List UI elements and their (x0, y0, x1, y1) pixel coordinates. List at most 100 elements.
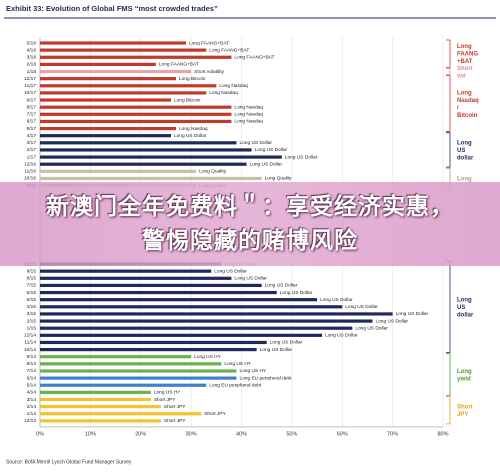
bar (40, 176, 262, 181)
bar (40, 376, 237, 380)
bar-label: Long US Dollar (250, 161, 283, 167)
bar (40, 340, 267, 345)
y-tick-label: 7/17 (27, 112, 37, 118)
bar (40, 419, 161, 423)
y-tick-label: 7/15 (27, 283, 37, 289)
bar (40, 41, 187, 45)
banner-text: 新澳门全年免费料＂：享受经济实惠，警惕隐藏的赌博风险 (46, 194, 454, 254)
y-tick-label: 9/17 (27, 97, 37, 103)
bar-label: Long US Dollar (270, 340, 303, 346)
bar-label: Long US HY (239, 368, 266, 374)
x-tick-label: 20% (135, 431, 146, 437)
bar (40, 276, 232, 280)
bar (40, 119, 232, 124)
bar-label: Short JPY (204, 411, 226, 417)
group-bracket (446, 39, 451, 68)
bar-label: Long US Dollar (396, 311, 429, 317)
bar-label: Long Nasdaq (234, 112, 263, 118)
bar-label: Long Nasdaq (234, 119, 263, 125)
group-bracket (446, 396, 451, 425)
bar (40, 369, 237, 373)
y-tick-label: 12/13 (24, 418, 36, 424)
y-tick-label: 12/14 (24, 333, 36, 339)
bar (40, 77, 177, 81)
y-tick-label: 4/18 (27, 47, 37, 53)
bar-label: Long Bitcoin (179, 76, 206, 82)
bar (40, 312, 393, 316)
bar (40, 412, 202, 416)
y-tick-label: 4/17 (27, 133, 37, 139)
bar (40, 48, 207, 52)
y-tick-label: 8/15 (27, 276, 37, 282)
bar-label: Long US HY (224, 361, 251, 367)
y-tick-label: 1/18 (27, 69, 37, 75)
bar (40, 55, 232, 59)
bar-label: Long US Dollar (280, 290, 313, 296)
y-tick-label: 8/14 (27, 361, 37, 367)
x-tick-label: 10% (85, 431, 96, 437)
y-tick-label: 4/15 (27, 304, 37, 310)
y-tick-label: 3/17 (27, 140, 37, 146)
bar-label: Long US Dollar (214, 268, 247, 274)
x-tick-label: 80% (437, 431, 448, 437)
bar-label: Long US Dollar (234, 276, 267, 282)
y-tick-label: 8/17 (27, 104, 37, 110)
y-tick-label: 11/14 (24, 340, 36, 346)
group-bracket (446, 132, 451, 168)
y-tick-label: 7/14 (27, 368, 37, 374)
y-tick-label: 3/15 (27, 311, 37, 317)
bar-label: Long FAANG+BAT (234, 55, 274, 61)
bar-label: Long Nasdaq (179, 126, 208, 132)
bar-label: Long US Dollar (355, 325, 388, 331)
bar-label: Long US Dollar (265, 283, 298, 289)
bar-label: Long Quality (265, 176, 293, 182)
y-tick-label: 10/16 (24, 176, 36, 182)
bar-label: Long US Dollar (174, 133, 207, 139)
bar (40, 405, 161, 409)
y-tick-label: 2/17 (27, 147, 37, 153)
group-label: Long FAANG +BAT (457, 44, 480, 65)
x-tick-label: 50% (286, 431, 297, 437)
y-tick-label: 12/16 (24, 161, 36, 167)
bar (40, 305, 343, 309)
bar-label: Long EU peripheral debt (209, 383, 262, 389)
group-label: Long Nasdaq / Bitcoin (457, 90, 480, 119)
y-tick-label: 2/18 (27, 62, 37, 68)
y-tick-label: 5/14 (27, 383, 37, 389)
bar (40, 112, 232, 116)
bar (40, 390, 151, 394)
bar-label: Long FAANG+BAT (189, 40, 229, 46)
y-tick-label: 9/14 (27, 354, 37, 360)
bar (40, 134, 171, 138)
x-tick-label: 30% (186, 431, 197, 437)
bar (40, 126, 177, 131)
group-bracket (446, 75, 451, 132)
y-tick-label: 1/17 (27, 154, 37, 160)
bar (40, 98, 171, 102)
y-tick-label: 4/14 (27, 390, 37, 396)
x-tick-label: 0% (36, 431, 44, 437)
y-tick-label: 5/18 (27, 40, 37, 46)
bar-label: Short JPY (164, 418, 186, 424)
group-bracket (446, 353, 451, 396)
y-tick-label: 5/17 (27, 126, 37, 132)
bar (40, 397, 151, 402)
x-tick-label: 60% (337, 431, 348, 437)
bar (40, 326, 353, 330)
bar (40, 269, 212, 273)
bar-label: Long Nasdaq (234, 104, 263, 110)
bar (40, 169, 197, 173)
overlay-banner: 新澳门全年免费料＂：享受经济实惠，警惕隐藏的赌博风险 (0, 182, 500, 266)
bar (40, 62, 156, 66)
bar-label: Short volatility (194, 69, 224, 75)
x-tick-label: 40% (236, 431, 247, 437)
y-tick-label: 9/15 (27, 268, 37, 274)
bar (40, 319, 373, 323)
bar-label: Long Bitcoin (174, 97, 201, 103)
bar-label: Long US Dollar (320, 297, 353, 303)
bar (40, 148, 252, 152)
y-tick-label: 10/17 (24, 90, 36, 96)
bar-label: Long US Dollar (285, 154, 318, 160)
group-label: Short JPY (457, 404, 474, 418)
